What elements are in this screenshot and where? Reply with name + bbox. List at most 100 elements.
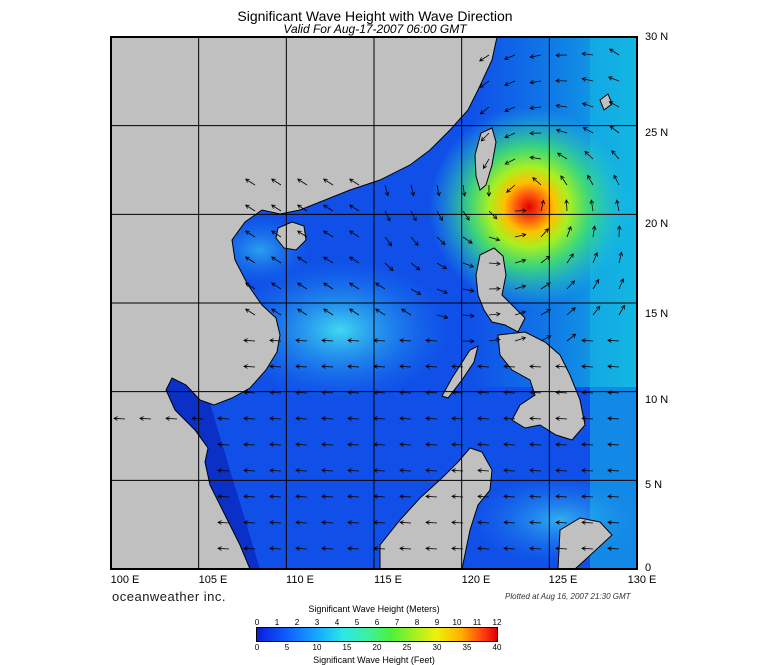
legend-feet-tick: 5 [284, 643, 290, 652]
wave-direction-arrow [607, 520, 620, 525]
wave-direction-arrow [540, 335, 552, 342]
wave-direction-arrow [373, 416, 386, 421]
wave-direction-arrow [488, 236, 501, 242]
wave-direction-arrow [269, 520, 282, 525]
lon-label-105: 105 E [198, 574, 228, 586]
wave-direction-arrow [244, 230, 256, 238]
land-sulawesi [557, 517, 613, 569]
land-taiwan [474, 127, 497, 191]
wave-direction-arrow [607, 338, 620, 343]
wave-direction-arrow [591, 225, 597, 238]
wave-direction-arrow [529, 364, 542, 369]
wave-direction-arrow [217, 442, 230, 447]
legend-meters-tick: 4 [334, 618, 340, 627]
wave-direction-arrow [269, 546, 282, 551]
legend-feet-tick: 10 [312, 643, 322, 652]
wave-direction-arrow [514, 258, 527, 264]
wave-direction-arrow [555, 416, 568, 421]
wave-direction-arrow [589, 199, 595, 212]
legend-feet-tick: 30 [432, 643, 442, 652]
wave-direction-arrow [613, 174, 620, 186]
wave-direction-arrow [555, 128, 568, 134]
wave-direction-arrow [270, 230, 282, 238]
wave-direction-arrow [269, 390, 282, 395]
lon-label-100: 100 E [110, 574, 140, 586]
land-mainland-asia [111, 37, 498, 569]
wave-direction-arrow [607, 390, 620, 395]
wave-direction-arrow [270, 204, 282, 212]
wave-direction-arrow [243, 520, 256, 525]
wave-direction-arrow [425, 416, 438, 421]
wave-direction-arrow [410, 262, 421, 271]
land-palawan [441, 345, 479, 399]
wave-direction-arrow [540, 199, 545, 212]
wave-direction-arrow [608, 101, 620, 108]
wave-direction-arrow [243, 442, 256, 447]
wave-direction-arrow [529, 105, 542, 111]
wave-direction-arrow [488, 337, 501, 343]
wave-direction-arrow [425, 520, 438, 525]
wave-direction-arrow [269, 416, 282, 421]
land-hainan [275, 221, 307, 251]
lon-label-130: 130 E [627, 574, 657, 586]
wave-direction-arrow [617, 225, 622, 238]
wave-direction-arrow [399, 468, 412, 473]
wave-direction-arrow [322, 178, 334, 186]
wave-direction-arrow [592, 252, 598, 264]
wave-direction-arrow [566, 225, 572, 238]
wave-direction-arrow [296, 282, 308, 290]
wave-direction-arrow [462, 313, 475, 318]
wave-direction-arrow [555, 468, 568, 473]
wave-direction-arrow [269, 494, 282, 499]
wave-direction-arrow [503, 546, 516, 551]
lat-label-30: 30 N [645, 31, 669, 43]
chart-subtitle: Valid For Aug-17-2007 06:00 GMT [283, 22, 467, 36]
wave-direction-arrow [503, 442, 516, 447]
wave-direction-arrow [504, 158, 516, 165]
legend-meters-tick: 11 [472, 618, 482, 627]
wave-direction-arrow [384, 262, 394, 272]
wave-direction-arrow [321, 494, 334, 499]
wave-direction-arrow [581, 338, 594, 343]
wave-direction-arrow [347, 364, 360, 369]
lat-label-10: 10 N [645, 394, 669, 406]
wave-direction-arrow [295, 442, 308, 447]
wave-direction-arrow [503, 416, 516, 421]
wave-direction-arrow [425, 546, 438, 551]
wave-direction-arrow [269, 338, 282, 343]
wave-direction-arrow [425, 494, 438, 499]
wave-direction-arrow [529, 79, 542, 85]
wave-direction-arrow [347, 494, 360, 499]
wave-direction-arrow [399, 390, 412, 395]
wave-direction-arrow [529, 390, 542, 395]
wave-direction-arrow [560, 175, 568, 186]
legend-meters-tick: 12 [492, 618, 502, 627]
wave-direction-arrow [243, 390, 256, 395]
legend-feet-tick: 20 [372, 643, 382, 652]
wave-direction-arrow [488, 210, 498, 220]
wave-direction-arrow [581, 416, 594, 421]
wave-direction-arrow [373, 442, 386, 447]
wave-direction-arrow [348, 204, 360, 212]
wave-direction-arrow [529, 130, 542, 136]
wave-direction-arrow [607, 468, 620, 473]
wave-direction-arrow [373, 338, 386, 343]
wave-direction-arrow [503, 494, 516, 499]
wave-direction-arrow [461, 184, 467, 197]
wave-direction-arrow [399, 520, 412, 525]
legend-feet-tick: 0 [254, 643, 260, 652]
wave-direction-arrow [451, 494, 464, 499]
wave-direction-arrow [436, 288, 448, 294]
wave-direction-arrow [529, 54, 542, 59]
wave-direction-arrow [322, 308, 334, 316]
wave-direction-arrow [477, 442, 490, 447]
wave-direction-arrow [436, 236, 446, 246]
wave-direction-arrow [425, 338, 438, 343]
wave-direction-arrow [477, 468, 490, 473]
wave-direction-arrow [410, 184, 416, 197]
wave-direction-arrow [514, 336, 527, 342]
wave-direction-arrow [348, 230, 360, 238]
wave-direction-arrow [486, 184, 492, 197]
wave-direction-arrow [244, 178, 256, 186]
wave-direction-arrow [243, 546, 256, 551]
